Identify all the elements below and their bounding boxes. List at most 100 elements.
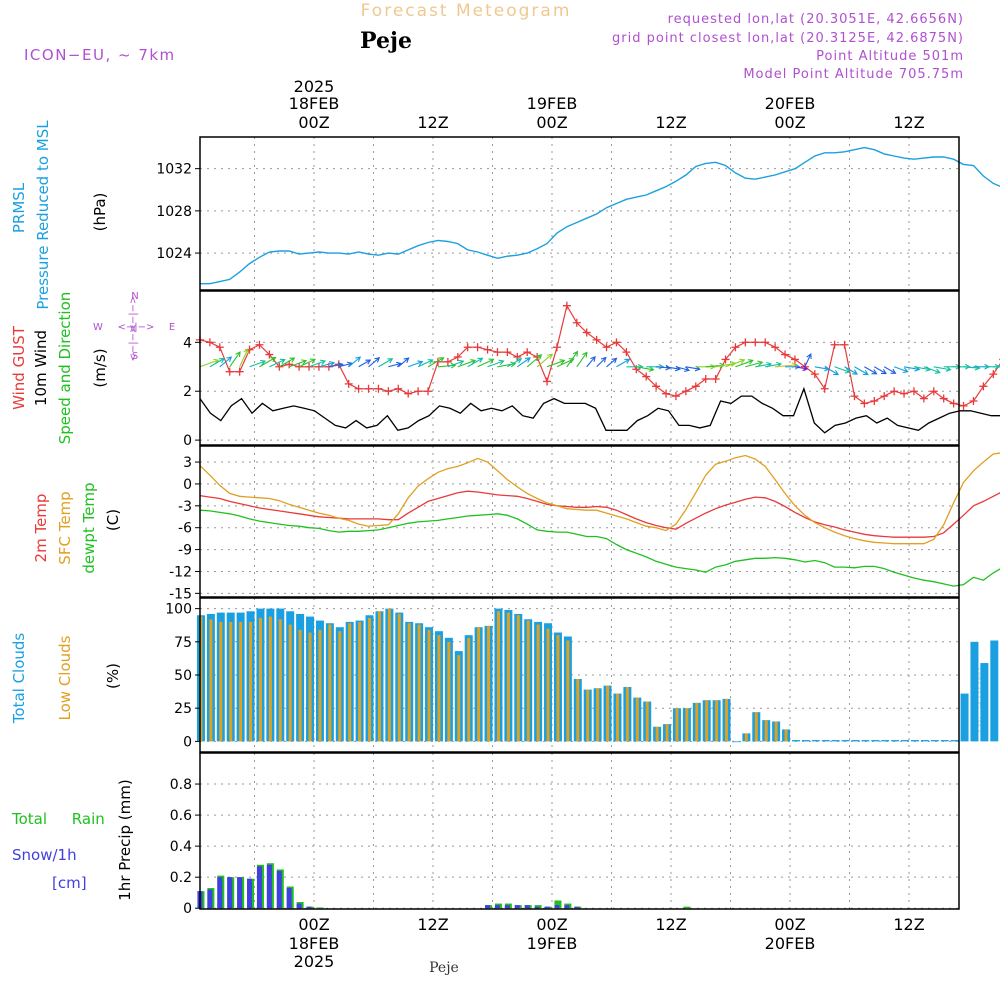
- bottom-hour-label: 12Z: [417, 915, 448, 934]
- wind-arrow: [259, 356, 277, 368]
- wind-gust-marker: [840, 340, 849, 349]
- wind-arrow-shaft: [368, 357, 380, 368]
- snow-bar: [247, 878, 253, 909]
- wind-arrow-shaft: [616, 358, 630, 368]
- low-cloud-bar: [328, 624, 332, 742]
- panel-frame-clouds: [199, 597, 960, 753]
- wind-arrow-head: [498, 359, 505, 366]
- pressure-line: [200, 146, 1000, 285]
- wind-arrow: [358, 359, 372, 368]
- low-cloud-bar: [615, 693, 619, 742]
- wind-gust-marker: [919, 394, 928, 403]
- wind-gust-marker: [523, 348, 532, 357]
- wind-gust-marker: [354, 384, 363, 393]
- low-cloud-bar: [288, 624, 292, 742]
- clouds-title-total: Total Clouds: [10, 633, 28, 725]
- y-tick-label: 25: [174, 701, 192, 717]
- y-tick-label: 0: [183, 734, 192, 750]
- wind-arrow-shaft: [239, 348, 249, 368]
- wind-arrow: [536, 353, 553, 368]
- wind-arrow-shaft: [457, 359, 476, 368]
- low-cloud-bar: [249, 621, 253, 742]
- total-cloud-bar: [940, 740, 949, 742]
- bottom-date-20feb: 20FEB: [765, 934, 816, 953]
- total-cloud-bar: [960, 693, 969, 742]
- wind-arrow: [854, 366, 869, 376]
- wind-arrow: [457, 359, 477, 368]
- wind-gust-marker: [989, 370, 998, 379]
- wind-arrow-shaft: [893, 366, 908, 373]
- wind-gust-marker: [979, 382, 988, 391]
- total-cloud-bar: [851, 740, 860, 742]
- low-cloud-bar: [377, 611, 381, 742]
- total-cloud-bar: [891, 740, 900, 742]
- wind-gust-marker: [404, 389, 413, 398]
- low-cloud-bar: [506, 612, 510, 742]
- wind-arrow-shaft: [308, 360, 326, 368]
- precip-title-snow: Snow/1h: [12, 846, 77, 864]
- snow-bar: [494, 905, 500, 909]
- precip-ylabel: 1hr Precip (mm): [116, 779, 134, 900]
- wind-arrow-shaft: [665, 366, 680, 370]
- wind-arrow-shaft: [318, 362, 335, 368]
- snow-bar: [276, 870, 282, 909]
- wind-arrow: [893, 366, 909, 374]
- wind-arrow-head: [852, 369, 859, 375]
- wind-arrow-head: [427, 359, 434, 365]
- wind-gust-marker: [642, 372, 651, 381]
- compass-n: N: [131, 291, 138, 302]
- wind-gust-marker: [295, 362, 304, 371]
- top-date-18feb: 18FEB: [289, 94, 340, 113]
- wind-arrow-head: [260, 359, 267, 366]
- wind-arrow-head: [417, 360, 424, 366]
- low-cloud-bar: [764, 720, 768, 742]
- wind-gust-marker: [384, 387, 393, 396]
- wind-arrow-head: [862, 369, 869, 376]
- low-cloud-bar: [368, 617, 372, 742]
- wind-arrow-head: [739, 358, 746, 365]
- pressure-title-2: Pressure Reduced to MSL: [34, 120, 52, 310]
- low-cloud-bar: [695, 702, 699, 742]
- snow-bar: [296, 903, 302, 909]
- wind-gust-marker: [483, 345, 492, 354]
- low-cloud-bar: [536, 624, 540, 742]
- wind-arrow-head: [871, 369, 878, 375]
- wind-arrow-shaft: [269, 359, 286, 368]
- wind-gust-marker: [820, 384, 829, 393]
- wind-arrow-head: [590, 355, 596, 362]
- wind-arrow: [209, 357, 226, 368]
- low-cloud-bar: [258, 617, 262, 742]
- wind-arrow: [348, 356, 362, 368]
- precip-title-cm: [cm]: [52, 874, 87, 892]
- low-cloud-bar: [278, 619, 282, 742]
- wind-gust-marker: [463, 343, 472, 352]
- wind-arrow: [675, 366, 691, 372]
- wind-arrow-shaft: [477, 358, 494, 368]
- wind-arrow-shaft: [279, 357, 295, 368]
- wind-gust-marker: [265, 350, 274, 359]
- compass-arrow-v-top: <−|−>: [128, 296, 139, 333]
- wind-arrow: [368, 357, 381, 368]
- pressure-ylabel: (hPa): [91, 193, 109, 232]
- total-cloud-bar: [801, 740, 810, 742]
- wind-title-10m: 10m Wind: [32, 330, 50, 406]
- total-cloud-bar: [980, 663, 989, 742]
- wind-arrow-head: [833, 369, 840, 376]
- snow-bar: [574, 906, 580, 909]
- wind-arrow-head: [710, 363, 716, 370]
- wind-arrow: [923, 366, 941, 374]
- low-cloud-bar: [625, 686, 629, 742]
- y-tick-label: 1028: [156, 204, 192, 220]
- wind-arrow: [239, 348, 249, 368]
- wind-gust-marker: [364, 384, 373, 393]
- wind-arrow: [378, 358, 394, 368]
- wind-gust-marker: [880, 392, 889, 401]
- wind-arrow-shaft: [913, 366, 931, 371]
- wind-arrow-head: [301, 359, 308, 365]
- low-cloud-bar: [685, 708, 689, 742]
- wind-arrow-head: [510, 361, 517, 368]
- wind-arrow-shaft: [427, 357, 444, 368]
- wind-gust-marker: [473, 343, 482, 352]
- low-cloud-bar: [754, 712, 758, 742]
- wind-gust-marker: [711, 375, 720, 383]
